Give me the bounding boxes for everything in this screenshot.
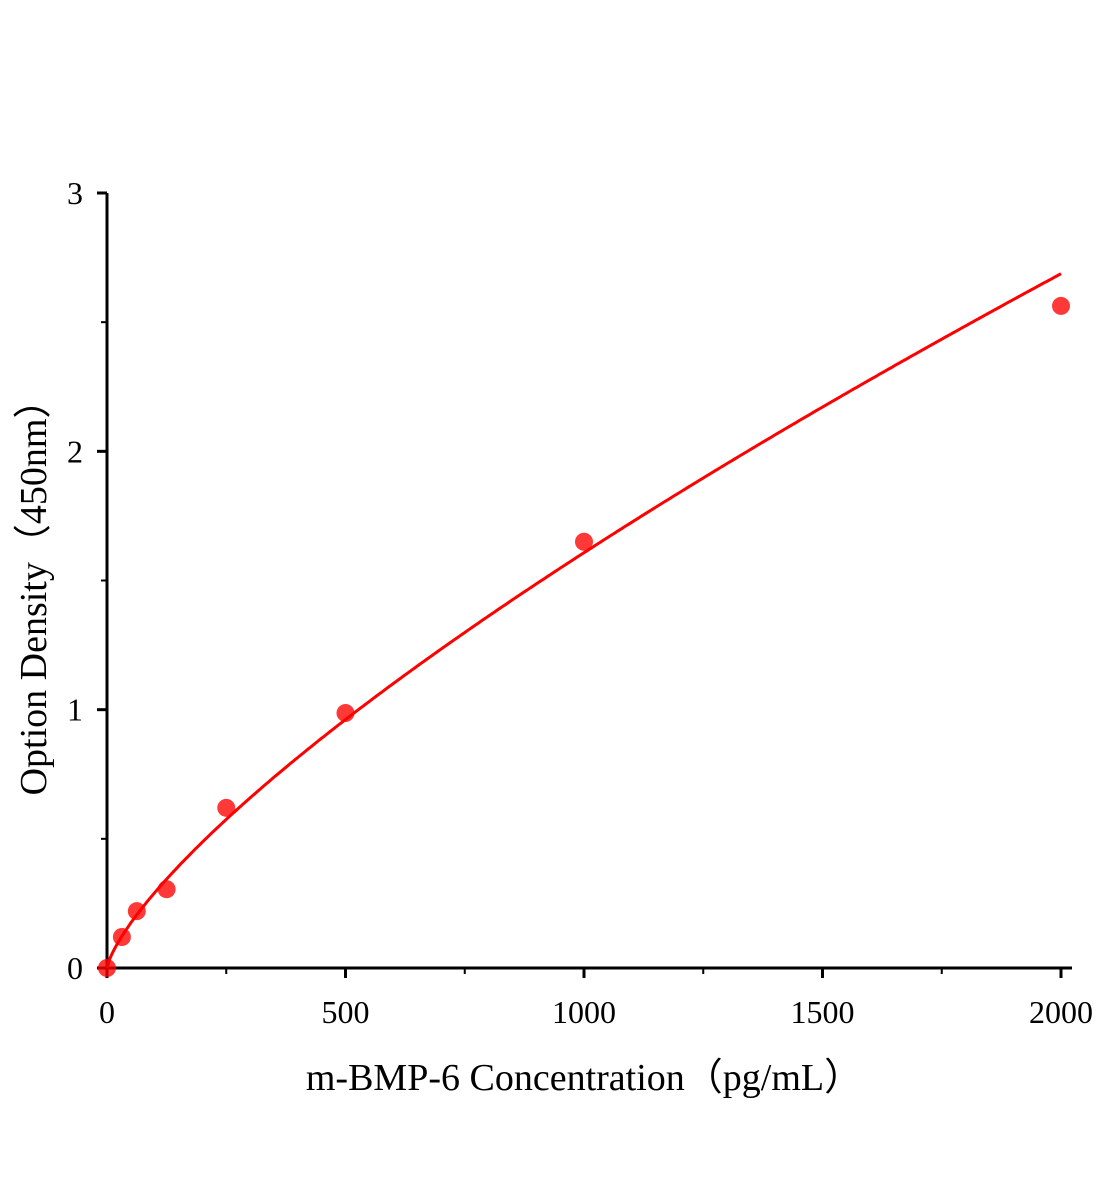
- data-point: [1052, 296, 1070, 315]
- y-tick-label: 2: [67, 433, 83, 469]
- data-point: [112, 928, 131, 946]
- data-point: [575, 532, 593, 551]
- x-tick-label: 500: [322, 994, 370, 1030]
- y-axis-label: Option Density（450nm）: [13, 381, 55, 796]
- data-points: [98, 296, 1070, 977]
- x-tick-label: 1000: [552, 994, 616, 1030]
- x-tick-label: 1500: [791, 994, 855, 1030]
- axes: 0 500 1000 1500 2000 0 1 2 3: [67, 175, 1093, 1030]
- y-tick-label: 0: [67, 950, 83, 986]
- data-point: [157, 880, 176, 899]
- y-tick-label: 1: [67, 692, 83, 728]
- x-axis-label: m-BMP-6 Concentration（pg/mL）: [306, 1057, 862, 1099]
- x-tick-label: 0: [99, 994, 115, 1030]
- data-point: [336, 704, 355, 723]
- fit-curve: [105, 272, 1062, 969]
- data-point: [217, 798, 236, 817]
- data-point: [127, 902, 146, 921]
- x-tick-label: 2000: [1029, 994, 1093, 1030]
- y-tick-label: 3: [67, 175, 83, 211]
- fit-curve-group: [105, 272, 1062, 969]
- data-point: [98, 959, 116, 977]
